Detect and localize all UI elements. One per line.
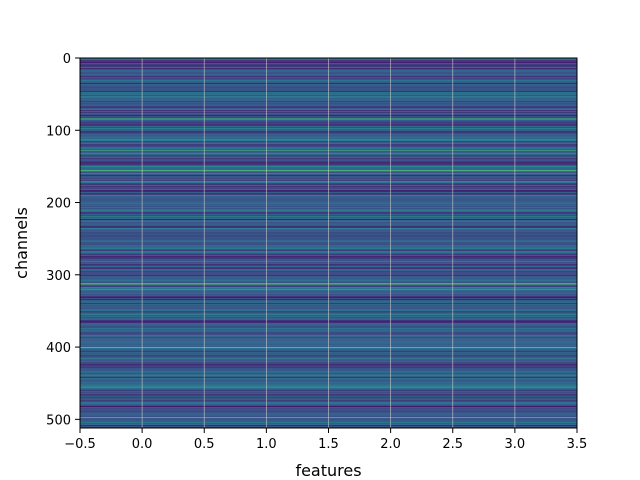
y-axis: 0 100 200 300 400 500 [46, 52, 80, 428]
y-tick-label: 200 [46, 197, 71, 212]
x-tick-label: 2.0 [380, 437, 401, 452]
x-tick-label: 1.0 [256, 437, 277, 452]
x-tick-label: 1.5 [318, 437, 339, 452]
y-tick-label: 400 [46, 341, 71, 356]
x-tick-label: 3.0 [505, 437, 526, 452]
x-tick-label: 0.5 [194, 437, 215, 452]
y-tick-label: 300 [46, 269, 71, 284]
y-tick-label: 500 [46, 413, 71, 428]
x-tick-label: 3.5 [567, 437, 588, 452]
x-axis-label: features [295, 461, 361, 480]
x-tick-label: −0.5 [64, 437, 96, 452]
x-axis: −0.5 0.0 0.5 1.0 1.5 2.0 2.5 3.0 3.5 [64, 428, 587, 452]
y-tick-label: 0 [63, 52, 71, 67]
x-tick-label: 2.5 [442, 437, 463, 452]
y-tick-label: 100 [46, 124, 71, 139]
x-tick-label: 0.0 [132, 437, 153, 452]
y-axis-label: channels [12, 207, 31, 279]
